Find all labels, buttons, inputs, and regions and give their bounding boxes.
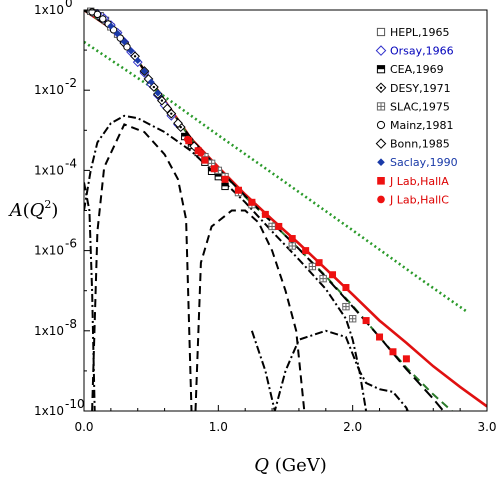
- point-4-8: [308, 262, 317, 271]
- point-7-5: [140, 67, 148, 75]
- series-7: [107, 22, 162, 97]
- legend-marker-2: [376, 65, 386, 74]
- point-4-10: [342, 302, 350, 311]
- legend-label-1: Orsay,1966: [390, 45, 454, 58]
- point-8-1: [194, 147, 202, 155]
- point-5-6: [123, 43, 131, 51]
- point-8-2: [201, 156, 209, 164]
- point-5-5: [116, 34, 124, 42]
- point-4-9: [319, 274, 327, 283]
- point-8-4: [221, 175, 229, 183]
- point-3-4: [157, 95, 167, 106]
- point-7-1: [114, 29, 122, 37]
- point-8-6: [248, 198, 256, 206]
- point-8-16: [389, 348, 397, 356]
- curve-8: [84, 182, 96, 411]
- y-tick-exponent-2: -4: [65, 156, 77, 170]
- legend: HEPL,1965 Orsay,1966 CEA,1969 DESY,1971 SLAC…: [375, 26, 458, 206]
- x-tick-label-1: 1.0: [209, 420, 228, 434]
- y-tick-exponent-4: -8: [65, 317, 77, 331]
- y-tick-exponent-3: -6: [65, 237, 77, 251]
- y-tick-label-2: 1x10: [34, 163, 64, 177]
- legend-marker-5: [376, 120, 386, 130]
- point-7-0: [107, 22, 115, 30]
- y-tick-label-1: 1x10: [34, 83, 64, 97]
- y-tick-label-5: 1x10: [34, 404, 64, 418]
- point-8-17: [402, 355, 410, 363]
- point-3-3: [148, 82, 159, 92]
- legend-marker-9: [377, 195, 385, 204]
- point-2-5: [214, 172, 223, 181]
- point-2-6: [221, 182, 229, 191]
- point-5-2: [99, 15, 107, 23]
- y-axis-title: A(Q2): [8, 198, 59, 221]
- x-tick-label-3: 3.0: [477, 420, 496, 434]
- point-8-12: [329, 271, 337, 279]
- point-8-5: [234, 186, 242, 194]
- point-4-7: [288, 242, 296, 250]
- legend-marker-7: [377, 158, 385, 166]
- y-tick-label-3: 1x10: [34, 244, 64, 258]
- legend-marker-4: [376, 102, 386, 111]
- legend-label-4: SLAC,1975: [390, 100, 450, 113]
- y-tick-exponent-1: -2: [65, 76, 77, 90]
- point-9-1: [197, 149, 205, 157]
- data-points: [87, 7, 410, 363]
- point-3-5: [166, 108, 177, 119]
- curve-6: [194, 209, 306, 411]
- point-8-7: [261, 210, 269, 218]
- legend-marker-6: [375, 138, 387, 149]
- point-8-14: [362, 317, 370, 325]
- point-8-9: [288, 235, 296, 243]
- point-5-1: [93, 10, 102, 19]
- curve-3: [84, 114, 409, 411]
- x-tick-label-2: 2.0: [343, 420, 362, 434]
- legend-label-8: J Lab,HallA: [389, 175, 449, 188]
- series-9: [183, 135, 218, 173]
- legend-label-3: DESY,1971: [390, 82, 451, 95]
- point-6-3: [173, 118, 183, 129]
- point-4-11: [348, 315, 357, 323]
- point-7-7: [154, 89, 162, 97]
- legend-marker-8: [377, 177, 385, 185]
- legend-label-5: Mainz,1981: [390, 119, 454, 132]
- point-6-0: [143, 74, 154, 84]
- legend-marker-1: [375, 45, 387, 56]
- x-axis-title: Q (GeV): [254, 455, 327, 476]
- point-8-13: [342, 284, 350, 292]
- legend-marker-0: [376, 27, 386, 37]
- legend-label-7: Saclay,1990: [390, 156, 458, 169]
- point-7-2: [120, 38, 128, 46]
- y-tick-label-4: 1x10: [34, 324, 64, 338]
- point-9-2: [210, 165, 218, 173]
- legend-label-6: Bonn,1985: [390, 138, 450, 151]
- y-tick-label-0: 1x10: [34, 3, 64, 17]
- legend-label-2: CEA,1969: [390, 63, 444, 76]
- point-7-4: [134, 57, 142, 65]
- legend-label-0: HEPL,1965: [390, 26, 449, 39]
- curve-5: [91, 123, 193, 411]
- x-axis: 0.0 1.0 2.0 3.0: [74, 405, 497, 434]
- point-7-6: [147, 78, 155, 86]
- point-7-3: [127, 47, 135, 55]
- legend-label-9: J Lab,HallC: [389, 193, 449, 206]
- point-8-11: [315, 259, 323, 267]
- point-9-0: [183, 135, 191, 143]
- legend-marker-3: [375, 82, 387, 94]
- point-6-2: [162, 103, 173, 114]
- point-8-8: [275, 222, 283, 230]
- point-8-15: [376, 333, 384, 341]
- point-8-10: [302, 247, 310, 255]
- y-tick-exponent-0: 0: [65, 0, 73, 10]
- y-tick-exponent-5: -10: [65, 397, 85, 411]
- x-tick-label-0: 0.0: [74, 420, 93, 434]
- point-4-6: [268, 222, 276, 231]
